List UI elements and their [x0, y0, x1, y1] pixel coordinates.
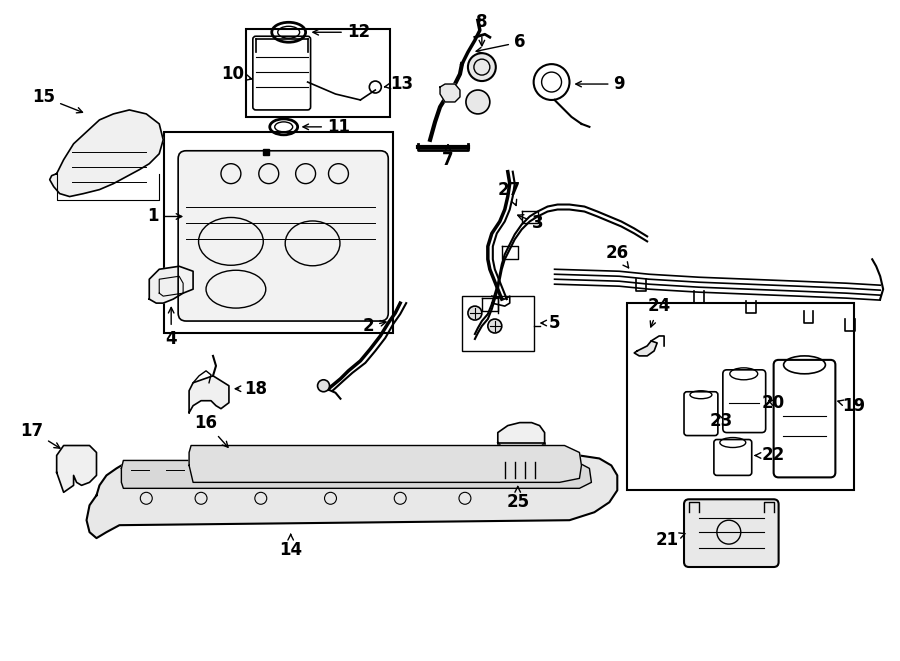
- Text: 16: 16: [194, 414, 228, 447]
- Polygon shape: [440, 84, 460, 102]
- Text: 17: 17: [20, 422, 60, 448]
- Text: 9: 9: [576, 75, 626, 93]
- Polygon shape: [57, 446, 96, 492]
- Polygon shape: [498, 422, 544, 455]
- Text: 6: 6: [476, 33, 526, 53]
- Bar: [627, 303, 854, 490]
- Circle shape: [488, 319, 502, 333]
- Text: 14: 14: [279, 535, 302, 559]
- Text: 3: 3: [518, 214, 544, 233]
- FancyBboxPatch shape: [684, 499, 778, 567]
- Circle shape: [468, 306, 482, 320]
- Text: 20: 20: [762, 394, 785, 412]
- Text: 1: 1: [148, 208, 182, 225]
- Bar: [462, 296, 534, 351]
- Text: 18: 18: [235, 380, 267, 398]
- Polygon shape: [498, 442, 544, 463]
- Polygon shape: [50, 110, 163, 196]
- Text: 22: 22: [755, 446, 786, 465]
- Circle shape: [466, 90, 490, 114]
- Text: 4: 4: [166, 307, 177, 348]
- Polygon shape: [634, 341, 657, 356]
- Text: 7: 7: [442, 145, 454, 169]
- Text: 11: 11: [303, 118, 350, 136]
- Text: 25: 25: [506, 486, 529, 511]
- Polygon shape: [189, 376, 229, 412]
- Text: 24: 24: [647, 297, 670, 327]
- Text: 2: 2: [363, 317, 386, 335]
- Text: 15: 15: [32, 88, 83, 113]
- Text: 27: 27: [498, 180, 521, 206]
- Bar: [246, 29, 391, 117]
- Circle shape: [468, 53, 496, 81]
- Polygon shape: [86, 455, 617, 538]
- Text: 13: 13: [384, 75, 414, 93]
- Circle shape: [318, 380, 329, 392]
- Polygon shape: [122, 461, 591, 488]
- Text: 10: 10: [221, 65, 252, 83]
- Text: 19: 19: [838, 397, 865, 414]
- Text: 5: 5: [541, 314, 561, 332]
- Text: 23: 23: [709, 412, 733, 430]
- Text: 26: 26: [606, 245, 629, 268]
- Text: 8: 8: [476, 13, 488, 46]
- Polygon shape: [189, 446, 581, 483]
- Bar: [164, 132, 393, 333]
- FancyBboxPatch shape: [178, 151, 388, 321]
- Polygon shape: [149, 266, 194, 303]
- Text: 21: 21: [655, 531, 685, 549]
- Text: 12: 12: [313, 23, 370, 41]
